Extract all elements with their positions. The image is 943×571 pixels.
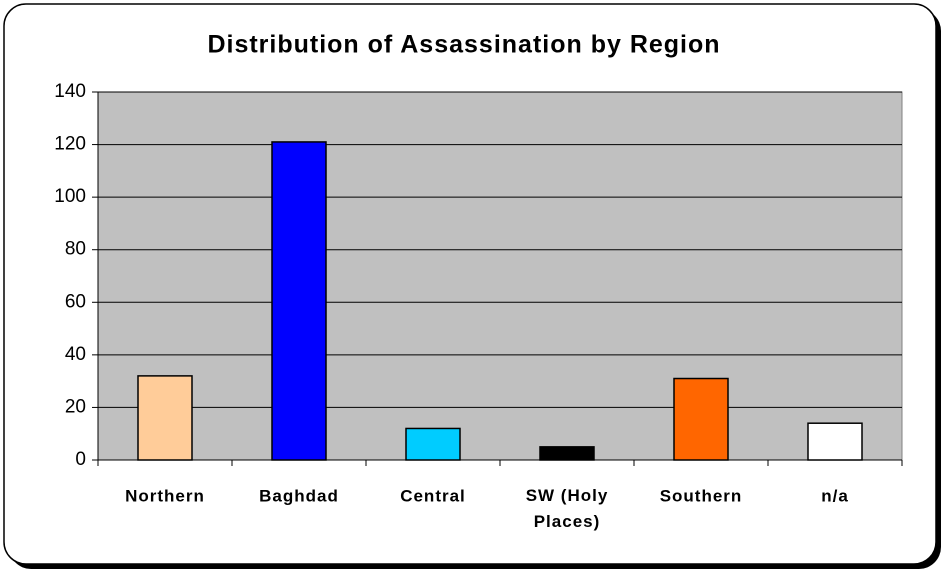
- y-tick-label: 140: [54, 81, 86, 102]
- x-tick-label: Central: [400, 486, 466, 505]
- bar: [539, 446, 595, 461]
- x-tick-label: SW (Holy Places): [526, 486, 609, 531]
- y-tick-label: 80: [65, 239, 86, 260]
- y-tick-label: 0: [75, 449, 86, 470]
- y-tick-label: 40: [65, 344, 86, 365]
- x-tick-label: Northern: [125, 486, 205, 505]
- y-tick-label: 120: [54, 134, 86, 155]
- y-tick-label: 60: [65, 291, 86, 312]
- y-tick-label: 20: [65, 396, 86, 417]
- x-tick-label: Southern: [660, 486, 743, 505]
- chart-title: Distribution of Assassination by Region: [207, 31, 720, 59]
- y-tick-label: 100: [54, 186, 86, 207]
- bar: [137, 375, 193, 461]
- bar: [405, 427, 461, 461]
- bar: [673, 377, 729, 461]
- bar: [807, 422, 863, 461]
- x-tick-label: n/a: [821, 486, 849, 505]
- bar: [271, 141, 327, 461]
- plot-area: [97, 91, 903, 461]
- x-tick-label: Baghdad: [259, 486, 339, 505]
